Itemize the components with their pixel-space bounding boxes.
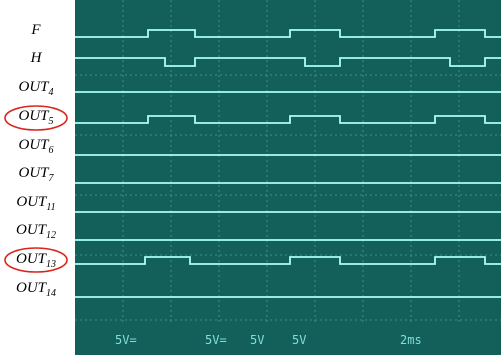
- readout: 5V=: [205, 333, 227, 347]
- label-base: H: [30, 50, 43, 66]
- readout: 5V: [292, 333, 306, 347]
- scope-screen: [75, 0, 501, 355]
- label-base: OUT: [18, 137, 50, 153]
- label-subscript: 11: [46, 202, 55, 213]
- signal-label: OUT14: [16, 280, 56, 299]
- signal-label: OUT11: [16, 194, 55, 213]
- signal-label: OUT7: [18, 165, 54, 184]
- readout: 5V: [250, 333, 264, 347]
- label-base: OUT: [16, 251, 48, 267]
- figure: FHOUT4OUT5OUT6OUT7OUT11OUT12OUT13OUT14 5…: [0, 0, 501, 355]
- signal-label: OUT12: [16, 222, 56, 241]
- label-base: F: [30, 22, 41, 38]
- label-subscript: 4: [49, 87, 54, 98]
- label-subscript: 7: [49, 173, 55, 184]
- signal-label: OUT13: [16, 251, 56, 270]
- label-base: OUT: [16, 280, 48, 296]
- signal-label: H: [30, 50, 43, 66]
- label-base: OUT: [18, 79, 50, 95]
- label-subscript: 5: [49, 116, 54, 127]
- label-subscript: 12: [46, 230, 56, 241]
- signal-label: F: [30, 22, 41, 38]
- label-subscript: 14: [46, 288, 56, 299]
- label-subscript: 6: [49, 145, 54, 156]
- signal-label: OUT4: [18, 79, 53, 98]
- label-base: OUT: [18, 165, 50, 181]
- label-base: OUT: [18, 108, 50, 124]
- page: FHOUT4OUT5OUT6OUT7OUT11OUT12OUT13OUT14 5…: [0, 0, 501, 355]
- label-base: OUT: [16, 222, 48, 238]
- signal-label: OUT6: [18, 137, 53, 156]
- signal-label: OUT5: [18, 108, 53, 127]
- readout: 2ms: [400, 333, 422, 347]
- label-subscript: 13: [46, 259, 56, 270]
- label-base: OUT: [16, 194, 48, 210]
- readout: 5V=: [115, 333, 137, 347]
